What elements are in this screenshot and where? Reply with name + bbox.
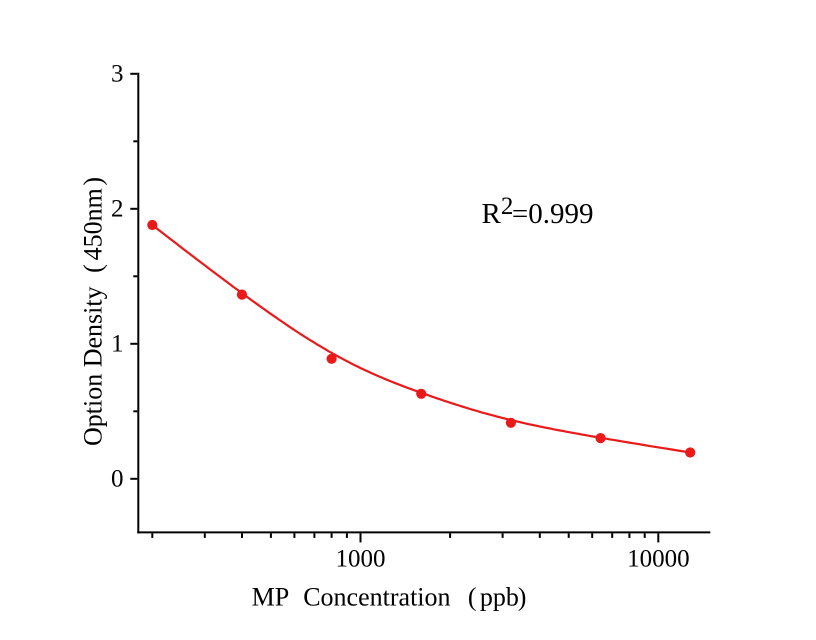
svg-text:0: 0 — [111, 465, 124, 492]
svg-text:Option Density(450nm): Option Density(450nm) — [79, 177, 108, 446]
svg-text:1: 1 — [111, 330, 124, 357]
svg-text:3: 3 — [111, 60, 124, 87]
svg-text:2: 2 — [111, 195, 124, 222]
svg-text:MP Concentration (ppb): MP Concentration (ppb) — [252, 583, 527, 612]
svg-text:10000: 10000 — [627, 546, 690, 573]
svg-text:R2=0.999: R2=0.999 — [482, 193, 594, 230]
svg-text:1000: 1000 — [336, 546, 386, 573]
